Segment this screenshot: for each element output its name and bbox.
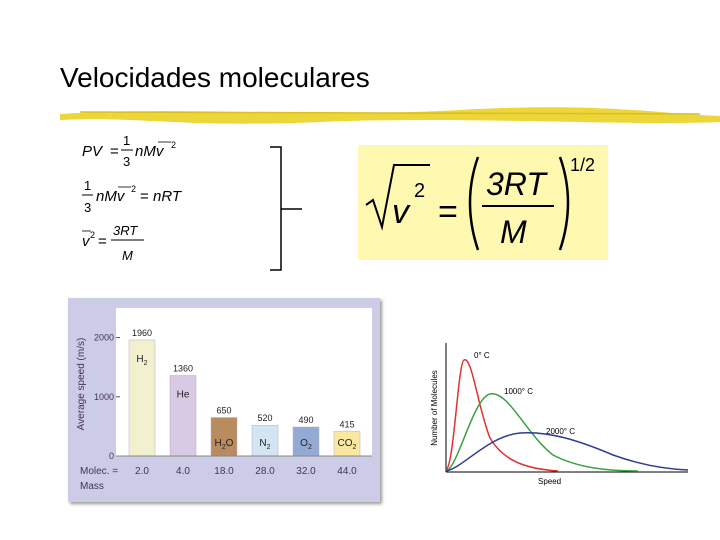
equation-2: 1 3 nMv 2 = nRT — [82, 178, 183, 215]
bar-gas-label: H2O — [215, 438, 234, 451]
slide-title: Velocidades moleculares — [60, 62, 370, 93]
bar-0 — [128, 339, 156, 457]
svg-text:=: = — [438, 193, 458, 231]
svg-text:=: = — [110, 143, 119, 160]
eq2-rhs: nRT — [153, 188, 183, 205]
bar-mass-label: 18.0 — [214, 466, 234, 477]
bar-value-label: 1360 — [173, 363, 193, 373]
bar-value-label: 650 — [216, 406, 231, 416]
bar-gas-label: N2 — [259, 438, 270, 451]
average-speed-bar-chart: Average speed (m/s) Molec. = Mass 0 1000 2… — [68, 298, 380, 502]
svg-text:=: = — [140, 188, 149, 205]
bar-x-label-line2: Mass — [80, 481, 104, 492]
curve-label-1000c: 1000° C — [504, 387, 533, 396]
dist-y-axis-label: Number of Molecules — [430, 370, 439, 446]
eq3-den: M — [122, 248, 133, 263]
bar-mass-label: 44.0 — [337, 466, 357, 477]
lhs-radicand: v — [392, 193, 411, 231]
grouping-bracket — [270, 146, 302, 271]
formula-numerator: 3RT — [486, 166, 548, 202]
eq1-den: 3 — [123, 154, 130, 169]
bar-mass-label: 32.0 — [296, 466, 316, 477]
title-underline — [60, 107, 720, 124]
bar-y-axis-label: Average speed (m/s) — [76, 338, 87, 431]
svg-text:2: 2 — [90, 230, 95, 240]
curve-2000c — [445, 431, 689, 472]
bar-2 — [210, 417, 238, 457]
bar-x-label-line1: Molec. = — [80, 466, 118, 477]
curve-1000c — [445, 393, 639, 472]
derivation-equations: PV = 1 3 nMv 2 1 3 nMv 2 = nRT v 2 = 3RT… — [82, 133, 183, 263]
eq3-lhs: v — [82, 233, 91, 250]
formula-denominator: M — [500, 214, 527, 250]
plot-area — [116, 308, 372, 456]
svg-text:2: 2 — [171, 140, 176, 150]
bar-gas-label: O2 — [300, 438, 312, 451]
bar-gas-label: H2 — [136, 354, 147, 367]
bar-gas-label: He — [177, 389, 190, 400]
bar-value-label: 490 — [298, 415, 313, 425]
curve-0c — [445, 359, 559, 472]
equation-3: v 2 = 3RT M — [82, 223, 144, 263]
bar-1 — [169, 375, 197, 457]
bar-mass-label: 28.0 — [255, 466, 275, 477]
bar-y-tick-label: 2000 — [94, 333, 114, 343]
curve-label-2000c: 2000° C — [546, 427, 575, 436]
speed-distribution-chart: Number of Molecules Speed 0° C 1000° C 2… — [428, 338, 690, 488]
formula-exponent: 1/2 — [570, 155, 595, 175]
bar-mass-label: 4.0 — [176, 466, 190, 477]
curve-label-0c: 0° C — [474, 351, 490, 360]
bar-value-label: 1960 — [132, 328, 152, 338]
eq2-lhs: nMv — [96, 188, 126, 205]
eq1-rhs: nMv — [135, 143, 165, 160]
eq3-num: 3RT — [113, 223, 138, 238]
bar-value-label: 415 — [339, 419, 354, 429]
bar-4 — [292, 426, 320, 457]
bar-value-label: 520 — [257, 413, 272, 423]
bar-y-tick-label: 0 — [109, 451, 114, 461]
equation-1: PV = 1 3 nMv 2 — [82, 133, 176, 169]
bar-mass-label: 2.0 — [135, 466, 149, 477]
bar-gas-label: CO2 — [338, 438, 357, 451]
eq2-den: 3 — [84, 200, 91, 215]
svg-text:=: = — [98, 233, 107, 250]
rms-speed-formula: v 2 = 3RT M 1/2 — [358, 145, 608, 260]
eq1-num: 1 — [123, 133, 130, 148]
svg-text:2: 2 — [131, 184, 136, 194]
bar-y-tick-label: 1000 — [94, 392, 114, 402]
lhs-exponent: 2 — [414, 180, 425, 202]
eq1-lhs: PV — [82, 143, 104, 160]
eq2-num: 1 — [84, 178, 91, 193]
dist-x-axis-label: Speed — [538, 477, 561, 486]
